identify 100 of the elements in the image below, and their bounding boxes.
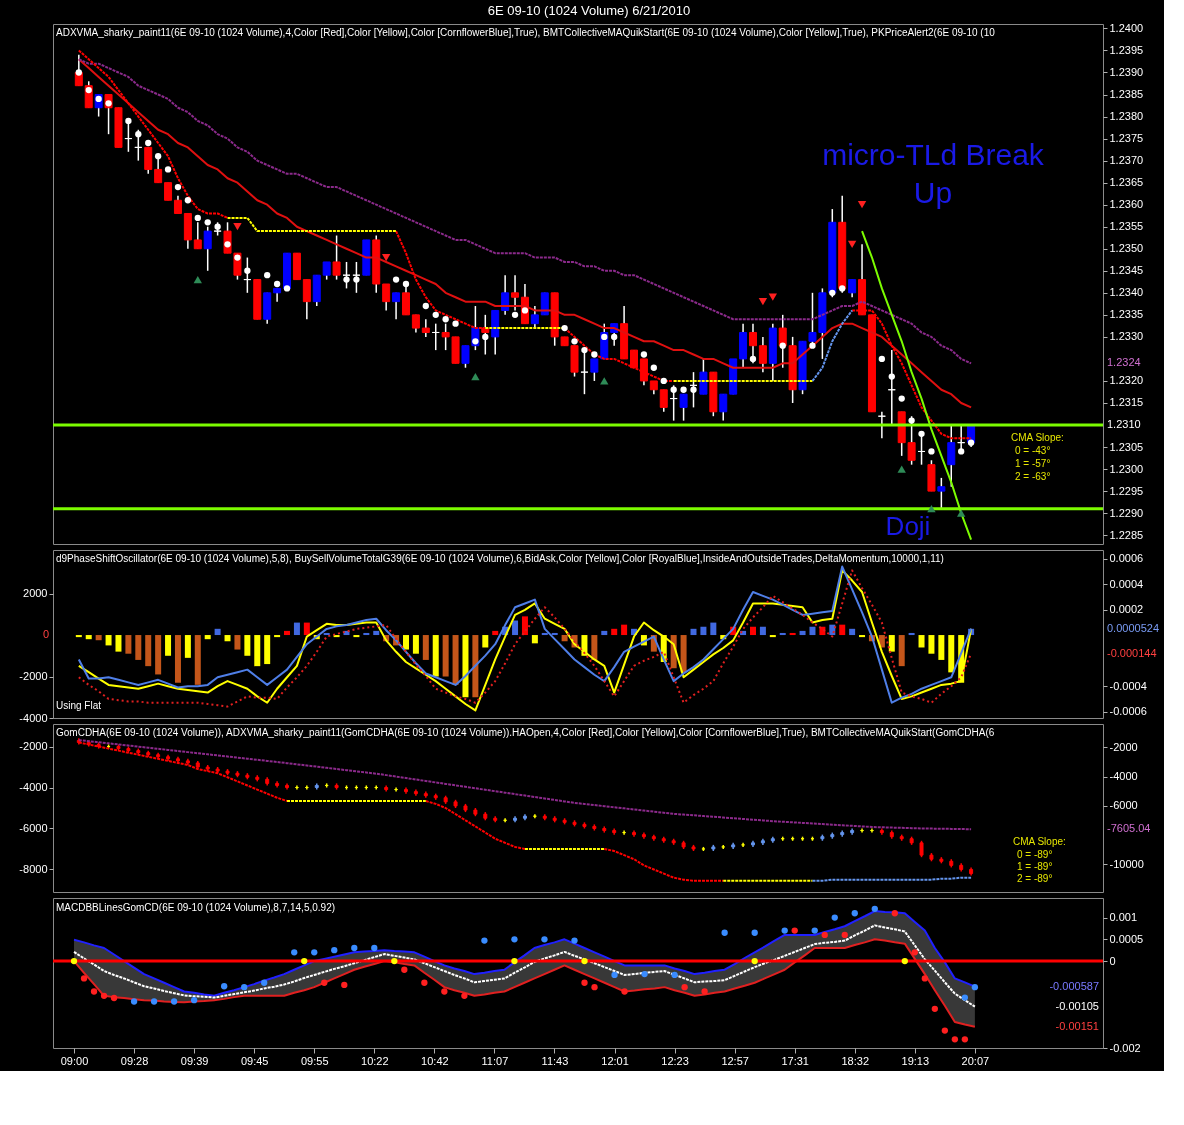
- bar: [244, 635, 251, 656]
- bar: [859, 635, 866, 638]
- bar: [898, 635, 905, 667]
- bar: [264, 635, 271, 665]
- y-tick-label: 1.2395: [1109, 43, 1144, 56]
- bar: [611, 628, 618, 636]
- point: [471, 372, 480, 381]
- point: [749, 355, 757, 363]
- point: [779, 342, 786, 349]
- point: [75, 69, 82, 76]
- bar: [849, 628, 856, 636]
- x-tick-label: 12:57: [721, 1054, 749, 1067]
- candlestick: [530, 305, 539, 329]
- point: [897, 465, 906, 473]
- bar: [621, 624, 628, 636]
- point: [878, 355, 886, 363]
- point: [781, 927, 788, 934]
- point: [441, 988, 448, 995]
- bar: [412, 635, 419, 654]
- bar: [809, 626, 816, 636]
- y-tick-label: 1.2385: [1109, 88, 1144, 101]
- x-tick-label: 17:31: [781, 1054, 809, 1067]
- text: 2 = -63°: [1015, 471, 1051, 482]
- text: 1 = -57°: [1015, 458, 1051, 469]
- bar: [492, 630, 499, 636]
- bar: [155, 635, 162, 675]
- x-tick-label: 11:07: [481, 1054, 509, 1067]
- bar: [601, 630, 608, 636]
- bar: [938, 635, 945, 660]
- point: [621, 988, 628, 995]
- point: [174, 183, 182, 191]
- point: [511, 957, 518, 965]
- bar: [184, 635, 191, 658]
- y2-tick-label: 0.0006: [1109, 552, 1144, 565]
- candlestick: [699, 358, 708, 395]
- point: [751, 957, 758, 965]
- y-tick-label: 1.2360: [1109, 198, 1144, 211]
- point: [967, 439, 975, 446]
- y-tick-label: 1.2320: [1109, 374, 1144, 387]
- point: [591, 983, 598, 991]
- point: [961, 1036, 969, 1043]
- y-tick-label: 1.2350: [1109, 242, 1144, 255]
- candlestick: [203, 225, 212, 272]
- bar: [105, 635, 112, 646]
- candlestick: [937, 477, 946, 510]
- point: [809, 342, 816, 349]
- point: [721, 929, 728, 936]
- text: 0.0000524: [1107, 622, 1159, 634]
- point: [888, 373, 895, 380]
- point: [701, 988, 708, 995]
- bar: [303, 622, 310, 636]
- point: [461, 992, 468, 999]
- annotation: ADXVMA_sharky_paint11(6E 09-10 (1024 Volume),4,Color [Red],Color [Yellow],Color [CornflowerBlue],True), BMTCollectiveMAQuikStart(6E 09-10 (1024 Volume),Color [Yellow],True), PKPriceAlert2(6E 09-10 (10: [56, 27, 996, 38]
- bar: [442, 635, 449, 677]
- point: [911, 949, 918, 956]
- y-tick-label: 1.2290: [1109, 506, 1144, 519]
- point: [261, 979, 268, 986]
- bar: [452, 635, 459, 685]
- point: [273, 280, 281, 288]
- point: [841, 931, 848, 939]
- point: [321, 979, 328, 986]
- y-tick-label: 1.2365: [1109, 176, 1144, 189]
- y2-tick-label: -10000: [1109, 857, 1144, 870]
- y-tick-label: -4000: [19, 711, 48, 724]
- point: [351, 944, 358, 952]
- point: [681, 983, 688, 991]
- y-tick-label: 0: [1109, 954, 1116, 967]
- point: [958, 448, 965, 455]
- bar: [482, 635, 489, 648]
- point: [353, 276, 360, 283]
- bar: [323, 632, 330, 636]
- bar: [710, 622, 717, 636]
- y-tick-label: -8000: [19, 862, 48, 875]
- text: -0.00105: [1055, 1000, 1099, 1012]
- text: 0 = -89°: [1017, 849, 1053, 860]
- point: [511, 936, 518, 943]
- candlestick: [748, 322, 757, 365]
- point: [264, 272, 271, 279]
- point: [921, 975, 928, 982]
- point: [831, 914, 838, 921]
- y-tick-label: -6000: [19, 821, 48, 834]
- point: [110, 994, 118, 1002]
- point: [680, 386, 687, 393]
- point: [951, 1036, 959, 1043]
- bar: [839, 624, 846, 636]
- bar: [135, 635, 142, 660]
- point: [581, 979, 588, 986]
- y-tick-label: 2000: [23, 587, 48, 600]
- point: [751, 929, 758, 936]
- y-tick-label: 1.2380: [1109, 110, 1144, 123]
- point: [100, 992, 108, 999]
- point: [571, 937, 578, 944]
- point: [611, 971, 618, 979]
- point: [481, 937, 488, 944]
- text: CMA Slope:: [1013, 836, 1066, 847]
- text: 2 = -89°: [1017, 873, 1053, 884]
- y-tick-label: 1.2400: [1109, 21, 1144, 34]
- x-tick-label: 09:28: [120, 1054, 149, 1067]
- text: 1 = -89°: [1017, 861, 1053, 872]
- candlestick: [511, 274, 520, 312]
